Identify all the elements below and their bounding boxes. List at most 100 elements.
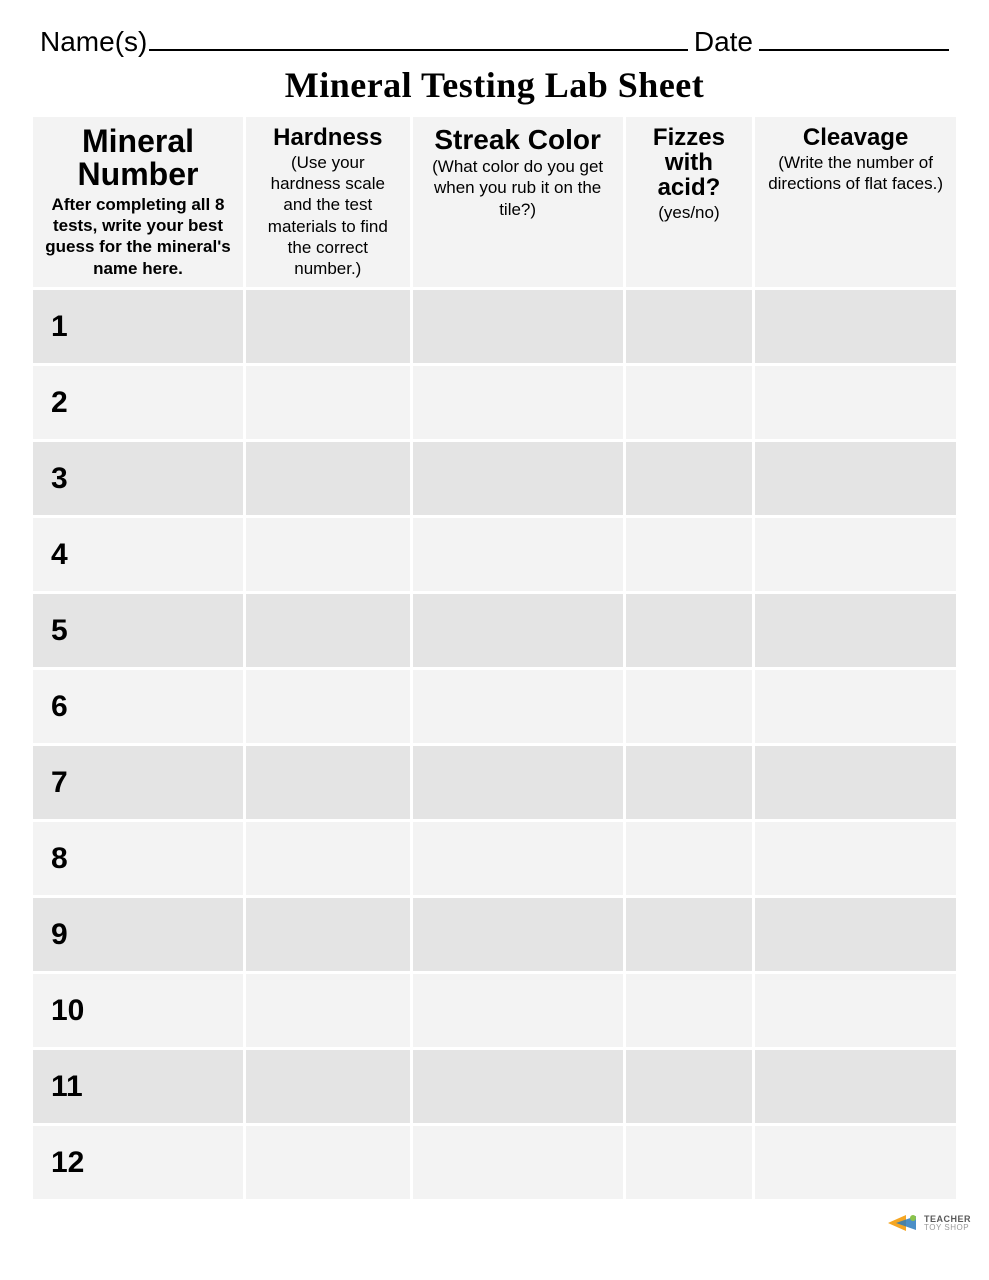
cell-streak[interactable]	[411, 289, 624, 365]
cell-streak[interactable]	[411, 897, 624, 973]
table-row: 5	[32, 593, 958, 669]
col-header-hardness: Hardness (Use your hardness scale and th…	[244, 115, 411, 289]
table-row: 2	[32, 365, 958, 441]
col-title: Mineral Number	[43, 125, 233, 192]
table-row: 4	[32, 517, 958, 593]
col-title: Cleavage	[765, 125, 946, 150]
date-blank[interactable]	[759, 20, 949, 51]
cell-streak[interactable]	[411, 973, 624, 1049]
cell-streak[interactable]	[411, 745, 624, 821]
cell-cleavage[interactable]	[754, 365, 958, 441]
cell-streak[interactable]	[411, 1049, 624, 1125]
logo-line2: TOY SHOP	[924, 1224, 971, 1232]
row-number: 9	[32, 897, 245, 973]
col-sub: (What color do you get when you rub it o…	[423, 156, 613, 220]
table-row: 3	[32, 441, 958, 517]
col-header-mineral-number: Mineral Number After completing all 8 te…	[32, 115, 245, 289]
cell-fizzes[interactable]	[624, 289, 754, 365]
cell-hardness[interactable]	[244, 669, 411, 745]
row-number: 1	[32, 289, 245, 365]
footer-logo: TEACHER TOY SHOP	[886, 1212, 971, 1234]
col-header-streak-color: Streak Color (What color do you get when…	[411, 115, 624, 289]
table-row: 9	[32, 897, 958, 973]
cell-cleavage[interactable]	[754, 973, 958, 1049]
cell-hardness[interactable]	[244, 1125, 411, 1201]
cell-streak[interactable]	[411, 365, 624, 441]
cell-fizzes[interactable]	[624, 745, 754, 821]
col-title: Hardness	[256, 125, 400, 150]
cell-hardness[interactable]	[244, 517, 411, 593]
cell-fizzes[interactable]	[624, 821, 754, 897]
row-number: 6	[32, 669, 245, 745]
page-title: Mineral Testing Lab Sheet	[30, 64, 959, 106]
cell-cleavage[interactable]	[754, 517, 958, 593]
logo-text: TEACHER TOY SHOP	[924, 1215, 971, 1232]
col-sub: After completing all 8 tests, write your…	[43, 194, 233, 279]
lab-table: Mineral Number After completing all 8 te…	[30, 114, 959, 1203]
cell-streak[interactable]	[411, 669, 624, 745]
row-number: 2	[32, 365, 245, 441]
cell-cleavage[interactable]	[754, 1049, 958, 1125]
col-title: Streak Color	[423, 125, 613, 154]
header-line: Name(s) Date	[30, 20, 959, 58]
cell-cleavage[interactable]	[754, 1125, 958, 1201]
cell-fizzes[interactable]	[624, 897, 754, 973]
row-number: 10	[32, 973, 245, 1049]
logo-icon	[886, 1212, 920, 1234]
cell-fizzes[interactable]	[624, 669, 754, 745]
cell-cleavage[interactable]	[754, 441, 958, 517]
cell-hardness[interactable]	[244, 745, 411, 821]
table-header-row: Mineral Number After completing all 8 te…	[32, 115, 958, 289]
cell-fizzes[interactable]	[624, 593, 754, 669]
cell-cleavage[interactable]	[754, 821, 958, 897]
col-sub: (Write the number of directions of flat …	[765, 152, 946, 195]
table-row: 1	[32, 289, 958, 365]
table-row: 12	[32, 1125, 958, 1201]
col-sub: (yes/no)	[636, 202, 743, 223]
row-number: 5	[32, 593, 245, 669]
table-body: 1 2 3 4	[32, 289, 958, 1201]
cell-streak[interactable]	[411, 517, 624, 593]
cell-fizzes[interactable]	[624, 441, 754, 517]
table-row: 6	[32, 669, 958, 745]
cell-hardness[interactable]	[244, 289, 411, 365]
table-row: 8	[32, 821, 958, 897]
row-number: 11	[32, 1049, 245, 1125]
name-label: Name(s)	[40, 26, 147, 58]
cell-hardness[interactable]	[244, 1049, 411, 1125]
cell-cleavage[interactable]	[754, 289, 958, 365]
col-header-fizzes-acid: Fizzes with acid? (yes/no)	[624, 115, 754, 289]
col-header-cleavage: Cleavage (Write the number of directions…	[754, 115, 958, 289]
cell-streak[interactable]	[411, 821, 624, 897]
row-number: 7	[32, 745, 245, 821]
row-number: 12	[32, 1125, 245, 1201]
cell-fizzes[interactable]	[624, 365, 754, 441]
cell-cleavage[interactable]	[754, 745, 958, 821]
cell-cleavage[interactable]	[754, 897, 958, 973]
cell-fizzes[interactable]	[624, 517, 754, 593]
cell-fizzes[interactable]	[624, 1049, 754, 1125]
cell-hardness[interactable]	[244, 821, 411, 897]
date-label: Date	[694, 26, 753, 58]
cell-cleavage[interactable]	[754, 669, 958, 745]
cell-hardness[interactable]	[244, 973, 411, 1049]
cell-hardness[interactable]	[244, 441, 411, 517]
cell-streak[interactable]	[411, 441, 624, 517]
cell-fizzes[interactable]	[624, 973, 754, 1049]
table-row: 10	[32, 973, 958, 1049]
cell-hardness[interactable]	[244, 593, 411, 669]
name-blank[interactable]	[149, 20, 688, 51]
table-row: 11	[32, 1049, 958, 1125]
cell-fizzes[interactable]	[624, 1125, 754, 1201]
cell-cleavage[interactable]	[754, 593, 958, 669]
cell-hardness[interactable]	[244, 365, 411, 441]
row-number: 4	[32, 517, 245, 593]
table-row: 7	[32, 745, 958, 821]
col-title: Fizzes with acid?	[636, 125, 743, 201]
cell-streak[interactable]	[411, 593, 624, 669]
row-number: 8	[32, 821, 245, 897]
cell-hardness[interactable]	[244, 897, 411, 973]
row-number: 3	[32, 441, 245, 517]
cell-streak[interactable]	[411, 1125, 624, 1201]
worksheet-page: Name(s) Date Mineral Testing Lab Sheet M…	[0, 0, 989, 1242]
